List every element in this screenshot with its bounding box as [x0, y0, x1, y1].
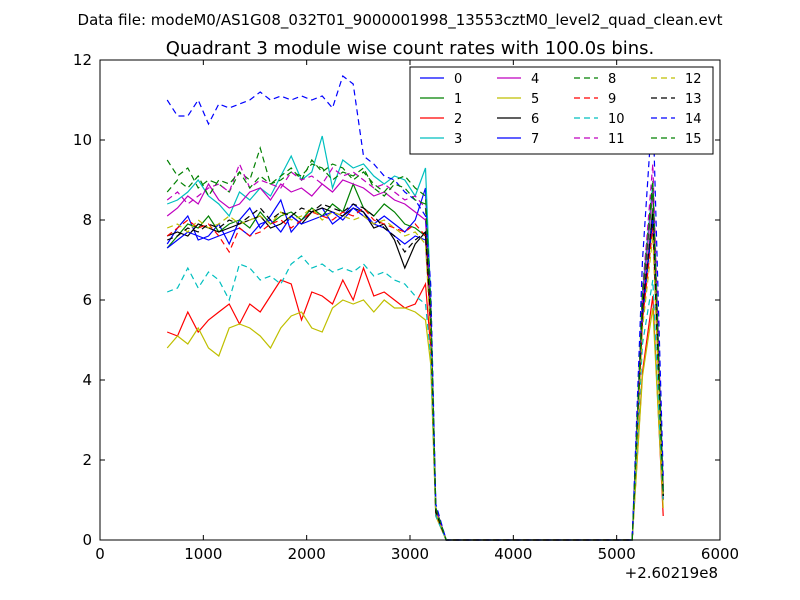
legend-label-15: 15: [685, 132, 702, 147]
y-tick-label: 10: [73, 131, 92, 149]
y-tick-label: 4: [82, 371, 92, 389]
chart-title: Quadrant 3 module wise count rates with …: [166, 38, 655, 59]
x-tick-label: 3000: [391, 545, 429, 563]
legend-label-9: 9: [608, 92, 616, 107]
x-tick-label: 4000: [494, 545, 532, 563]
legend-label-11: 11: [608, 132, 625, 147]
series-line-9: [166, 207, 664, 541]
series-line-2: [166, 266, 664, 541]
y-tick-label: 12: [73, 51, 92, 69]
legend-label-13: 13: [685, 92, 702, 107]
legend-label-3: 3: [454, 132, 462, 147]
x-tick-label: 0: [95, 545, 105, 563]
x-axis: 0 1000 2000 3000 4000 5000 6000: [95, 60, 739, 563]
series-line-15: [166, 163, 664, 541]
legend-label-7: 7: [531, 132, 539, 147]
data-file-caption: Data file: modeM0/AS1G08_032T01_90000019…: [78, 11, 723, 30]
y-tick-label: 6: [82, 291, 92, 309]
series-line-1: [166, 182, 664, 541]
legend-label-1: 1: [454, 92, 462, 107]
series-line-5: [166, 299, 664, 541]
y-tick-label: 0: [82, 531, 92, 549]
legend-box: [409, 66, 714, 155]
series-line-4: [166, 179, 664, 541]
series-line-12: [166, 207, 664, 541]
y-tick-label: 8: [82, 211, 92, 229]
x-tick-label: 1000: [184, 545, 222, 563]
legend-label-8: 8: [608, 72, 616, 87]
x-axis-offset-label: +2.60219e8: [625, 564, 718, 582]
x-tick-label: 6000: [701, 545, 739, 563]
legend-label-12: 12: [685, 72, 702, 87]
series-line-0: [166, 187, 664, 541]
series-line-10: [166, 255, 664, 541]
x-tick-label: 2000: [288, 545, 326, 563]
legend-label-0: 0: [454, 72, 462, 87]
y-tick-label: 2: [82, 451, 92, 469]
x-tick-label: 5000: [598, 545, 636, 563]
legend-label-14: 14: [685, 112, 702, 127]
legend-label-6: 6: [531, 112, 539, 127]
legend-label-5: 5: [531, 92, 539, 107]
legend-label-10: 10: [608, 112, 625, 127]
series-line-8: [166, 145, 664, 541]
legend-label-2: 2: [454, 112, 462, 127]
series-line-6: [166, 207, 664, 541]
series-line-7: [166, 207, 664, 541]
legend-label-4: 4: [531, 72, 539, 87]
series-line-13: [166, 203, 664, 541]
